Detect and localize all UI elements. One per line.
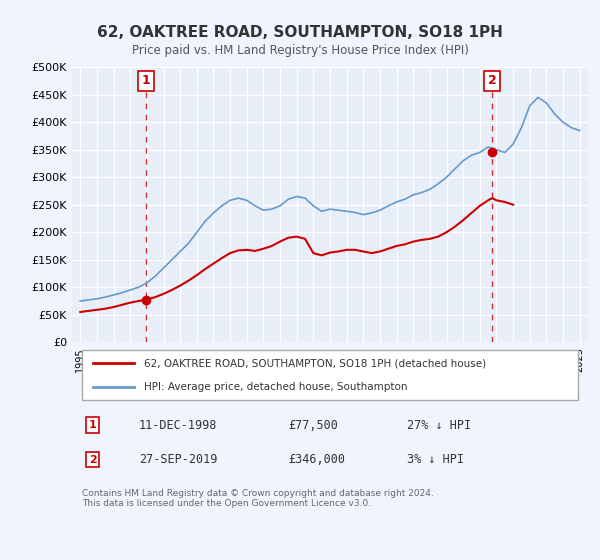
Text: 3% ↓ HPI: 3% ↓ HPI	[407, 453, 464, 466]
Text: £346,000: £346,000	[289, 453, 346, 466]
Text: 2: 2	[488, 74, 497, 87]
Text: 11-DEC-1998: 11-DEC-1998	[139, 419, 217, 432]
Text: HPI: Average price, detached house, Southampton: HPI: Average price, detached house, Sout…	[144, 382, 408, 392]
Text: £77,500: £77,500	[289, 419, 338, 432]
Text: 62, OAKTREE ROAD, SOUTHAMPTON, SO18 1PH (detached house): 62, OAKTREE ROAD, SOUTHAMPTON, SO18 1PH …	[144, 358, 487, 368]
Text: 1: 1	[89, 420, 97, 430]
FancyBboxPatch shape	[82, 351, 578, 400]
Text: 62, OAKTREE ROAD, SOUTHAMPTON, SO18 1PH: 62, OAKTREE ROAD, SOUTHAMPTON, SO18 1PH	[97, 25, 503, 40]
Text: 1: 1	[142, 74, 151, 87]
Text: 27-SEP-2019: 27-SEP-2019	[139, 453, 217, 466]
Text: Price paid vs. HM Land Registry's House Price Index (HPI): Price paid vs. HM Land Registry's House …	[131, 44, 469, 57]
Text: 2: 2	[89, 455, 97, 465]
Text: 27% ↓ HPI: 27% ↓ HPI	[407, 419, 472, 432]
Text: Contains HM Land Registry data © Crown copyright and database right 2024.
This d: Contains HM Land Registry data © Crown c…	[82, 489, 434, 508]
